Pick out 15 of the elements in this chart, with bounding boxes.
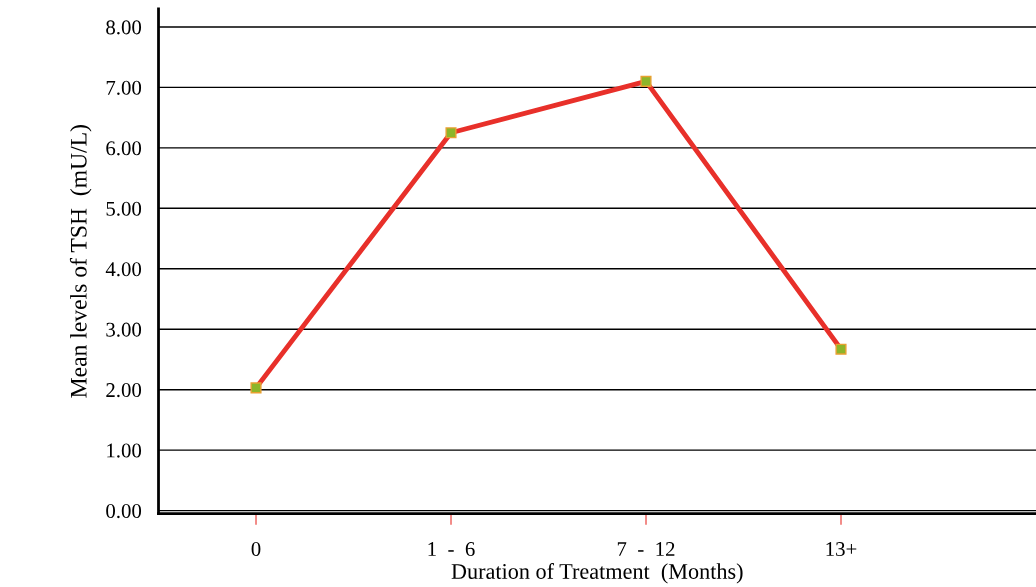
x-tick-label: 7 - 12 xyxy=(617,542,675,556)
y-tick-label: 2.00 xyxy=(106,383,142,398)
x-tick-label: 13+ xyxy=(826,542,857,557)
y-tick-label: 4.00 xyxy=(105,262,142,277)
x-axis-title: Duration of Treatment (Months) xyxy=(451,563,743,584)
x-tick-label: 1 - 6 xyxy=(428,542,475,557)
y-tick-label: 8.00 xyxy=(106,20,142,35)
y-axis-title: Mean levels of TSH (mU/L) xyxy=(69,125,92,398)
y-tick-label: 0.00 xyxy=(106,503,142,519)
y-tick-label: 5.00 xyxy=(106,201,142,216)
y-tick-label: 7.00 xyxy=(106,80,142,95)
y-tick-label: 6.00 xyxy=(106,141,142,156)
y-tick-label: 3.00 xyxy=(106,322,142,337)
x-tick-label: 0 xyxy=(251,542,261,557)
y-tick-label: 1.00 xyxy=(107,443,142,458)
